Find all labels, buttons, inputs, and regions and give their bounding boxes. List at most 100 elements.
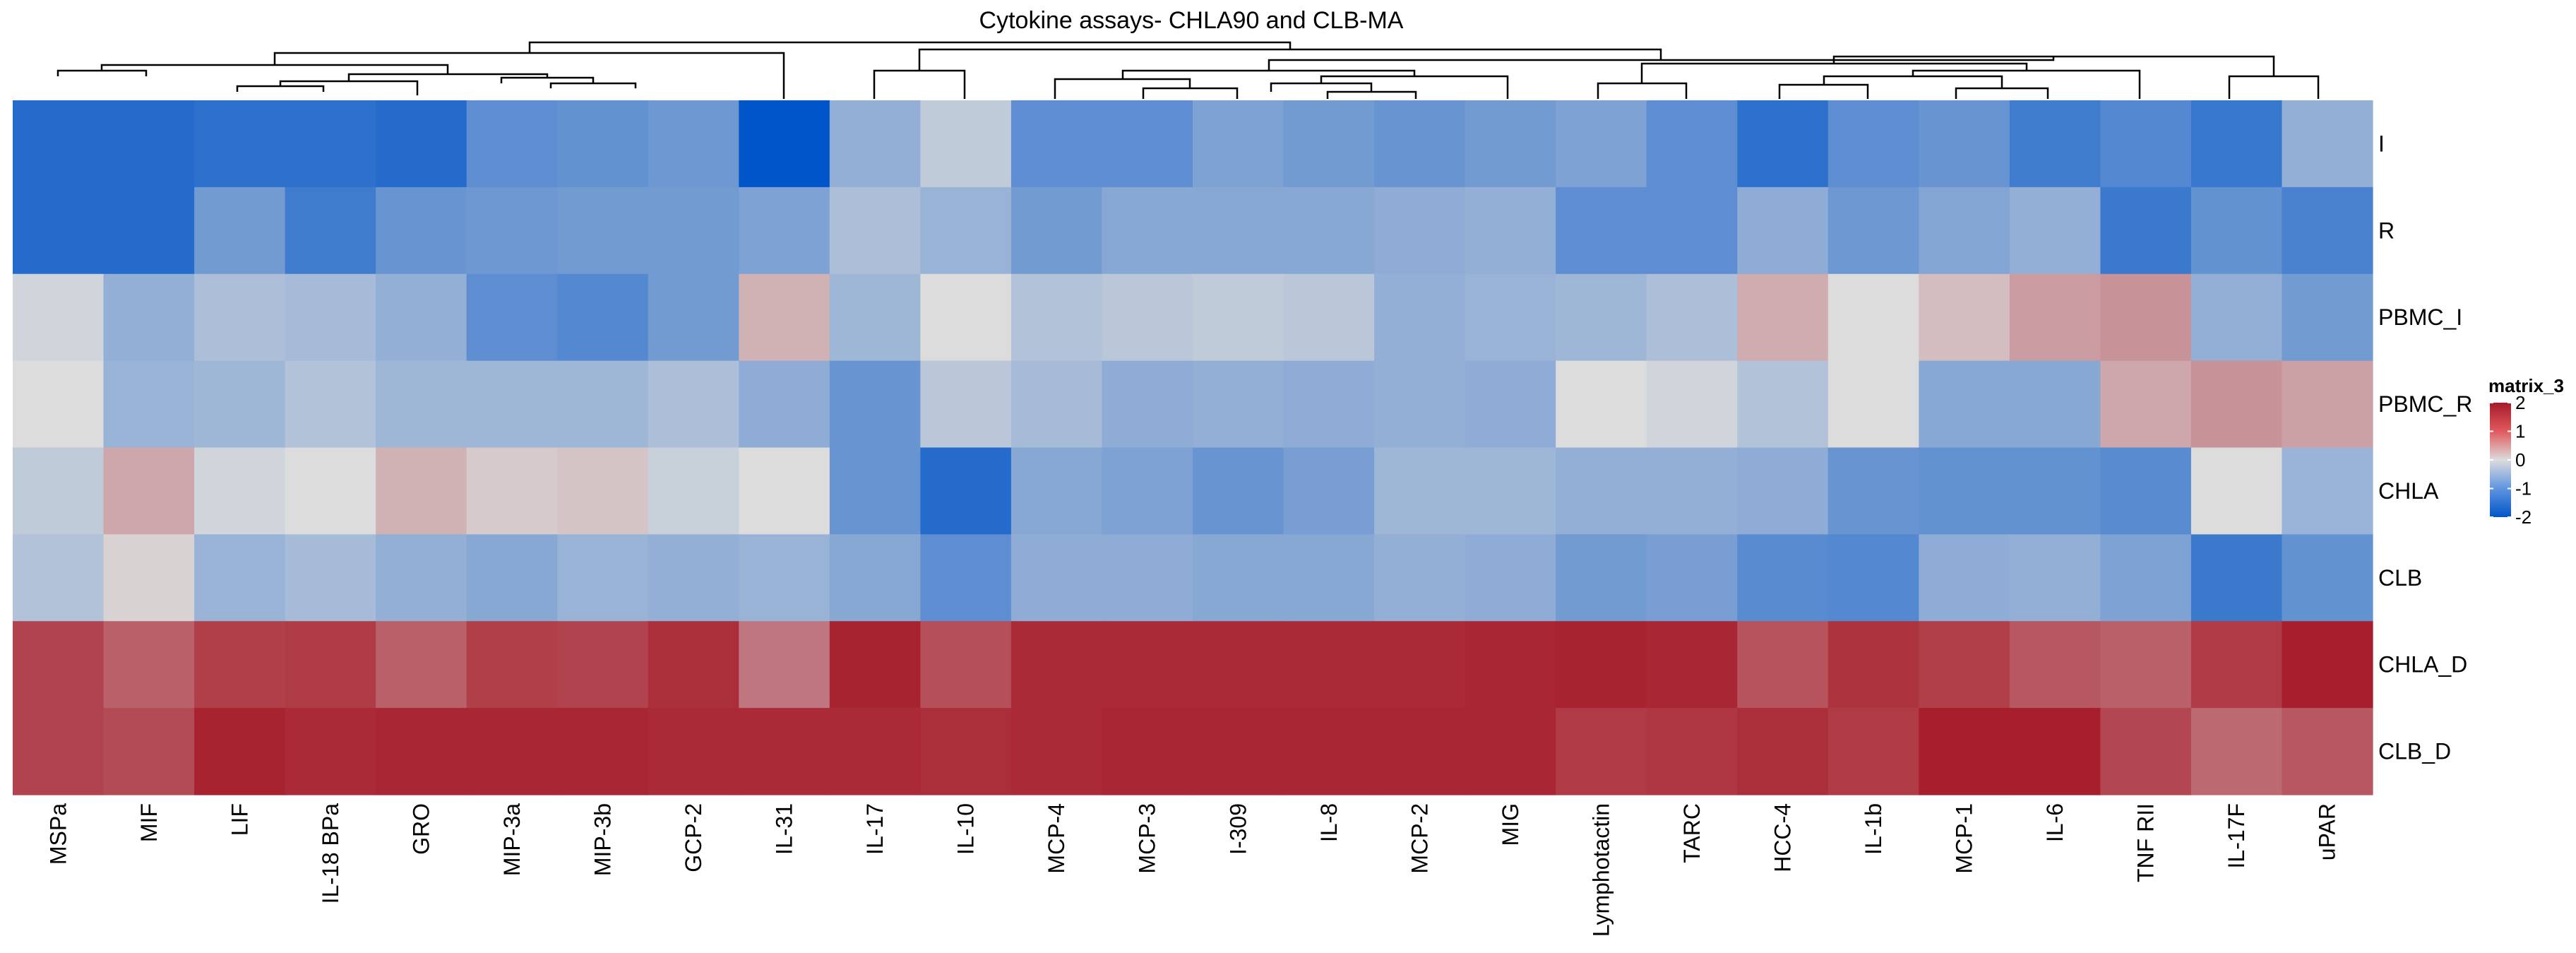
heatmap-cell bbox=[829, 187, 921, 275]
column-label: uPAR bbox=[2315, 803, 2340, 860]
heatmap-cell bbox=[376, 447, 467, 535]
heatmap-cell bbox=[1102, 360, 1193, 449]
heatmap-cell bbox=[829, 100, 921, 188]
heatmap-cell bbox=[1283, 447, 1375, 535]
dendrogram-branch-i309 bbox=[1270, 82, 1373, 92]
heatmap-cell bbox=[557, 534, 649, 622]
dendrogram-branch-lympho-tarc bbox=[1597, 82, 1688, 99]
heatmap-cell bbox=[1827, 100, 1919, 188]
heatmap-cell bbox=[2009, 273, 2101, 362]
dendrogram-branch-mcp-group bbox=[1121, 69, 1416, 79]
heatmap-cell bbox=[1374, 621, 1466, 709]
heatmap-cell bbox=[1556, 273, 1647, 362]
heatmap-cell bbox=[13, 534, 105, 622]
legend-tick-label: 2 bbox=[2515, 392, 2525, 413]
column-label: I-309 bbox=[1225, 803, 1251, 855]
legend-tick-label: -2 bbox=[2515, 507, 2532, 528]
heatmap-cell bbox=[376, 187, 467, 275]
heatmap-cell bbox=[1556, 360, 1647, 449]
heatmap-cell bbox=[1465, 534, 1556, 622]
heatmap-cell bbox=[13, 273, 105, 362]
row-label: PBMC_I bbox=[2378, 304, 2462, 330]
heatmap-cell bbox=[557, 187, 649, 275]
heatmap-cell bbox=[1465, 360, 1556, 449]
heatmap-cell bbox=[1193, 100, 1284, 188]
heatmap-cell bbox=[739, 100, 830, 188]
dendrogram-branch-il17-il10 bbox=[873, 69, 966, 99]
heatmap-cell bbox=[1193, 534, 1284, 622]
column-label: LIF bbox=[227, 803, 252, 836]
heatmap-cell bbox=[1919, 447, 2010, 535]
dendrogram-branch-clusterA bbox=[56, 69, 148, 76]
heatmap-cell bbox=[2009, 187, 2101, 275]
heatmap-cell bbox=[2282, 273, 2373, 362]
heatmap-cell bbox=[1193, 360, 1284, 449]
heatmap-cell bbox=[2190, 187, 2283, 275]
heatmap-cell bbox=[920, 100, 1012, 188]
heatmap-cell bbox=[1374, 447, 1466, 535]
heatmap-cell bbox=[2190, 360, 2283, 449]
heatmap-cell bbox=[1646, 621, 1738, 709]
heatmap-cell bbox=[103, 534, 195, 622]
heatmap-cell bbox=[2282, 708, 2373, 795]
heatmap-cell bbox=[557, 708, 649, 795]
column-label: IL-6 bbox=[2042, 803, 2068, 842]
heatmap-cell bbox=[194, 708, 286, 795]
column-label: Lymphotactin bbox=[1588, 803, 1614, 937]
heatmap-cell bbox=[1646, 708, 1738, 795]
column-label: MIP-3b bbox=[590, 803, 616, 876]
legend-title: matrix_3 bbox=[2488, 375, 2564, 396]
row-label: CLB bbox=[2378, 565, 2422, 591]
heatmap-cell bbox=[648, 621, 739, 709]
heatmap-cell bbox=[1465, 447, 1556, 535]
heatmap-cell bbox=[194, 100, 286, 188]
heatmap-cell bbox=[920, 708, 1012, 795]
heatmap-cell bbox=[13, 187, 105, 275]
heatmap-cell bbox=[103, 360, 195, 449]
heatmap-cell bbox=[285, 187, 376, 275]
heatmap-cell bbox=[1556, 708, 1647, 795]
heatmap-cell bbox=[1919, 360, 2010, 449]
column-label: IL-10 bbox=[953, 803, 979, 855]
legend-ticks: 2 1 0 -1 -2 bbox=[2490, 392, 2532, 528]
dendrogram-branch-clusterA-il31 bbox=[273, 52, 785, 99]
heatmap-cell bbox=[1737, 100, 1829, 188]
heatmap-cell bbox=[13, 621, 105, 709]
heatmap-cell bbox=[376, 273, 467, 362]
heatmap-cell bbox=[557, 447, 649, 535]
heatmap-cell bbox=[1010, 621, 1103, 709]
heatmap-cell bbox=[1102, 273, 1193, 362]
heatmap-cell bbox=[920, 447, 1012, 535]
heatmap-cell bbox=[2282, 447, 2373, 535]
dendrogram-branch-tnf bbox=[1912, 69, 2141, 99]
heatmap-cell bbox=[1827, 621, 1919, 709]
heatmap-cell bbox=[1919, 273, 2010, 362]
heatmap-cell bbox=[13, 360, 105, 449]
heatmap-cell bbox=[557, 621, 649, 709]
dendrogram-branch-clusterA-full bbox=[100, 64, 449, 74]
heatmap-cell bbox=[466, 273, 558, 362]
heatmap-cell bbox=[1283, 360, 1375, 449]
heatmap-cell bbox=[285, 273, 376, 362]
heatmap-cell bbox=[1827, 273, 1919, 362]
heatmap-cell bbox=[829, 534, 921, 622]
heatmap-cell bbox=[2190, 708, 2283, 795]
dendrogram-branch-il8-mcp2 bbox=[1326, 90, 1417, 99]
column-label: HCC-4 bbox=[1770, 803, 1796, 872]
column-label: MCP-3 bbox=[1135, 803, 1160, 874]
heatmap-cell bbox=[376, 708, 467, 795]
heatmap-cell bbox=[285, 534, 376, 622]
heatmap-cell bbox=[103, 100, 195, 188]
heatmap-cell bbox=[1193, 621, 1284, 709]
heatmap-cell bbox=[1193, 187, 1284, 275]
row-label: CHLA_D bbox=[2378, 652, 2467, 677]
heatmap-cell bbox=[2282, 360, 2373, 449]
heatmap-cell bbox=[2282, 187, 2373, 275]
heatmap-cell bbox=[2009, 534, 2101, 622]
heatmap-cell bbox=[1827, 708, 1919, 795]
heatmap-cell bbox=[1193, 708, 1284, 795]
heatmap-cell bbox=[1283, 100, 1375, 188]
heatmap-cell bbox=[1919, 187, 2010, 275]
heatmap-cell bbox=[829, 360, 921, 449]
